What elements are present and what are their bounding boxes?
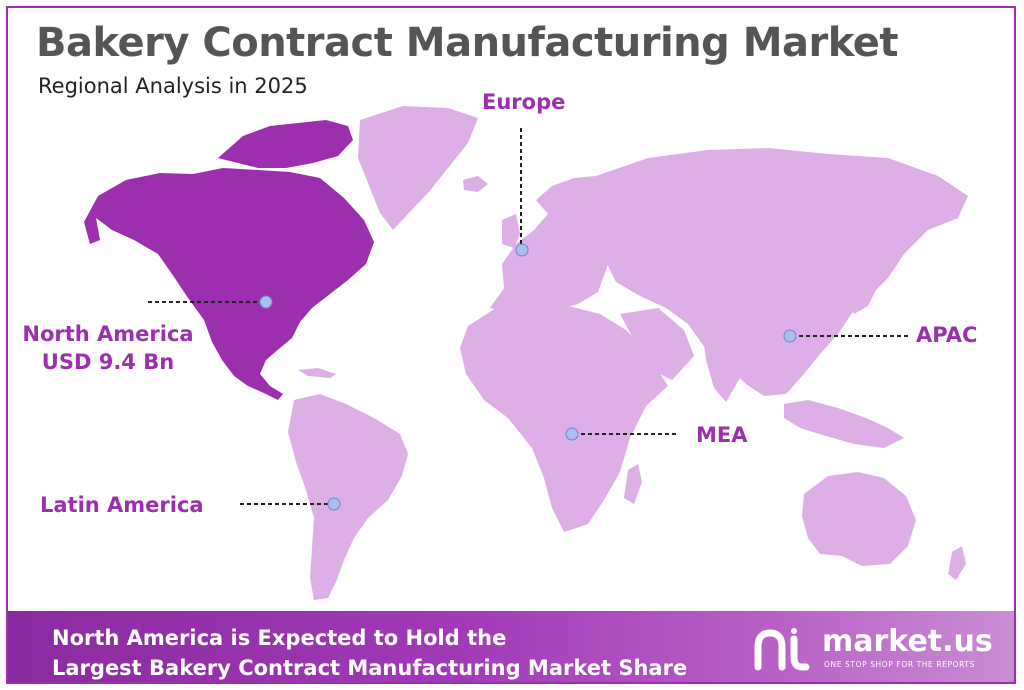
australia-shape <box>802 472 916 566</box>
footer-banner: North America is Expected to Hold the La… <box>8 611 1014 682</box>
new-zealand-shape <box>948 546 966 580</box>
europe-marker <box>515 243 529 257</box>
apac-label-text: APAC <box>916 323 978 347</box>
africa-shape <box>460 302 668 532</box>
brand-tagline: ONE STOP SHOP FOR THE REPORTS <box>824 660 975 669</box>
footer-text: North America is Expected to Hold the La… <box>52 623 688 682</box>
southeast-asia-shape <box>784 400 904 448</box>
greenland-shape <box>358 106 478 230</box>
latin-america-label: Latin America <box>40 491 204 519</box>
north-america-value: USD 9.4 Bn <box>41 350 175 374</box>
europe-label-text: Europe <box>482 90 566 114</box>
mea-marker <box>565 427 579 441</box>
infographic-frame: Bakery Contract Manufacturing Market Reg… <box>6 6 1016 684</box>
madagascar-shape <box>624 464 642 504</box>
iceland-shape <box>463 176 488 192</box>
latin-america-marker <box>327 497 341 511</box>
mea-label: MEA <box>696 421 748 449</box>
arctic-islands-shape <box>218 120 353 168</box>
mea-label-text: MEA <box>696 423 748 447</box>
brand-logo[interactable]: market.us ONE STOP SHOP FOR THE REPORTS <box>752 624 993 675</box>
asia-shape <box>596 148 968 396</box>
arabia-shape <box>620 308 694 380</box>
north-america-label: North America USD 9.4 Bn <box>16 320 200 376</box>
footer-line-1: North America is Expected to Hold the <box>52 626 507 650</box>
page-title: Bakery Contract Manufacturing Market <box>36 20 899 66</box>
cuba-shape <box>298 368 336 378</box>
north-america-label-text: North America <box>22 322 194 346</box>
britain-shape <box>502 214 520 248</box>
apac-label: APAC <box>916 321 977 349</box>
japan-shape <box>848 270 878 314</box>
india-shape <box>702 326 756 402</box>
page-subtitle: Regional Analysis in 2025 <box>38 74 308 98</box>
latin-america-label-text: Latin America <box>40 493 204 517</box>
brand-name: market.us <box>822 624 993 659</box>
apac-marker <box>783 329 797 343</box>
europe-label: Europe <box>482 88 565 116</box>
north-america-shape <box>84 168 374 400</box>
north-america-marker <box>259 295 273 309</box>
world-map <box>84 106 968 600</box>
south-america-shape <box>288 394 408 600</box>
footer-line-2: Largest Bakery Contract Manufacturing Ma… <box>52 656 688 680</box>
market-us-logo-icon <box>754 628 810 671</box>
europe-shape <box>490 176 620 314</box>
